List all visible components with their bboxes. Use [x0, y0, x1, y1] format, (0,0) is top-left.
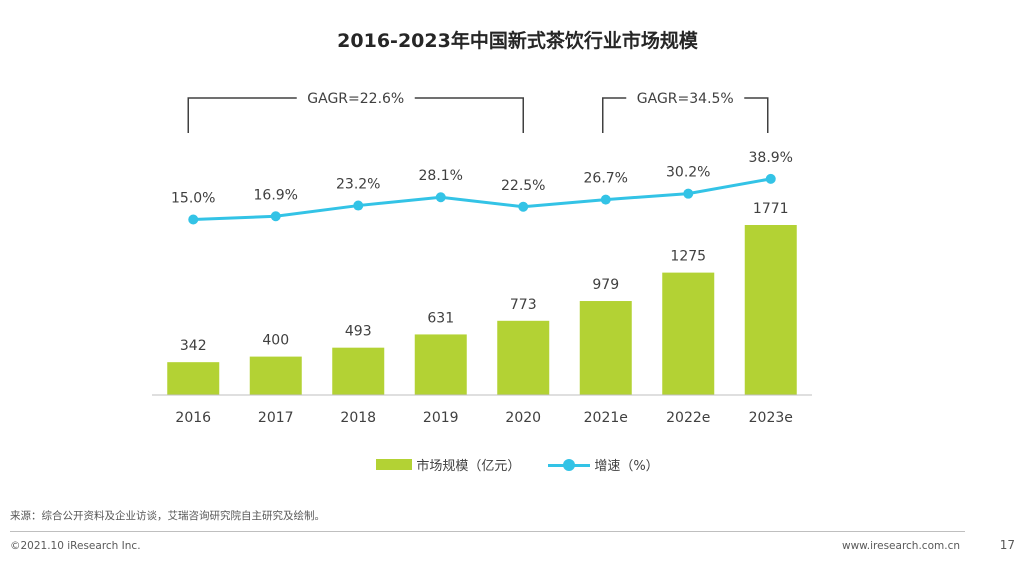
legend-item-growth: 增速（%）: [548, 455, 659, 474]
cagr-bracket-2: [602, 97, 769, 133]
copyright-text: ©2021.10 iResearch Inc.: [10, 540, 141, 552]
growth-point-2017: [270, 211, 281, 222]
growth-rate-line: [193, 177, 772, 221]
cagr-bracket-1: [187, 97, 524, 133]
bar-2021e: [579, 301, 632, 395]
bar-value-label-2018: 493: [345, 324, 372, 340]
bar-2016: [167, 362, 220, 395]
growth-label-2022e: 30.2%: [666, 165, 710, 181]
bar-value-label-2022e: 1275: [670, 249, 706, 265]
bar-value-label-2023e: 1771: [753, 201, 789, 217]
x-tick-label-2023e: 2023e: [749, 410, 793, 426]
growth-point-2023e: [765, 173, 776, 184]
x-tick-label-2018: 2018: [340, 410, 376, 426]
bar-2018: [332, 347, 385, 395]
growth-point-2016: [188, 214, 199, 225]
bar-value-label-2019: 631: [427, 310, 454, 326]
website-link[interactable]: www.iresearch.com.cn: [841, 540, 960, 552]
bar-2023e: [744, 225, 797, 395]
bar-2022e: [662, 272, 715, 395]
growth-label-2016: 15.0%: [171, 191, 215, 207]
x-tick-label-2017: 2017: [258, 410, 294, 426]
legend-bar-swatch: [376, 459, 413, 470]
growth-point-2021e: [600, 194, 611, 205]
growth-label-2018: 23.2%: [336, 177, 380, 193]
bar-value-label-2021e: 979: [592, 277, 619, 293]
growth-label-2017: 16.9%: [254, 187, 298, 203]
chart-legend: 市场规模（亿元） 增速（%）: [0, 455, 1035, 474]
x-tick-label-2021e: 2021e: [584, 410, 628, 426]
growth-label-2019: 28.1%: [419, 168, 463, 184]
legend-item-market-size: 市场规模（亿元）: [376, 455, 520, 474]
legend-label-growth: 增速（%）: [594, 459, 659, 474]
cagr-label-1: GAGR=22.6%: [307, 91, 404, 107]
growth-label-2020: 22.5%: [501, 178, 545, 194]
legend-line-swatch: [548, 458, 591, 471]
bar-2019: [414, 334, 467, 395]
growth-label-2023e: 38.9%: [749, 150, 793, 166]
source-note: 来源：综合公开资料及企业访谈，艾瑞咨询研究院自主研究及绘制。: [10, 510, 325, 522]
legend-label-market-size: 市场规模（亿元）: [416, 459, 521, 474]
x-tick-label-2022e: 2022e: [666, 410, 710, 426]
growth-point-2022e: [683, 188, 694, 199]
x-tick-label-2019: 2019: [423, 410, 459, 426]
growth-point-2020: [518, 201, 529, 212]
bar-2020: [497, 320, 550, 395]
chart-title: 2016-2023年中国新式茶饮行业市场规模: [337, 30, 698, 52]
footer-divider: [10, 531, 965, 532]
bar-value-label-2016: 342: [180, 338, 207, 354]
growth-point-2019: [435, 192, 446, 203]
bar-value-label-2017: 400: [262, 333, 289, 349]
growth-label-2021e: 26.7%: [584, 171, 628, 187]
cagr-label-2: GAGR=34.5%: [637, 91, 734, 107]
bar-2017: [249, 356, 302, 395]
growth-point-2018: [353, 200, 364, 211]
x-tick-label-2020: 2020: [505, 410, 541, 426]
x-tick-label-2016: 2016: [175, 410, 211, 426]
page-number: 17: [999, 538, 1015, 552]
bar-value-label-2020: 773: [510, 297, 537, 313]
